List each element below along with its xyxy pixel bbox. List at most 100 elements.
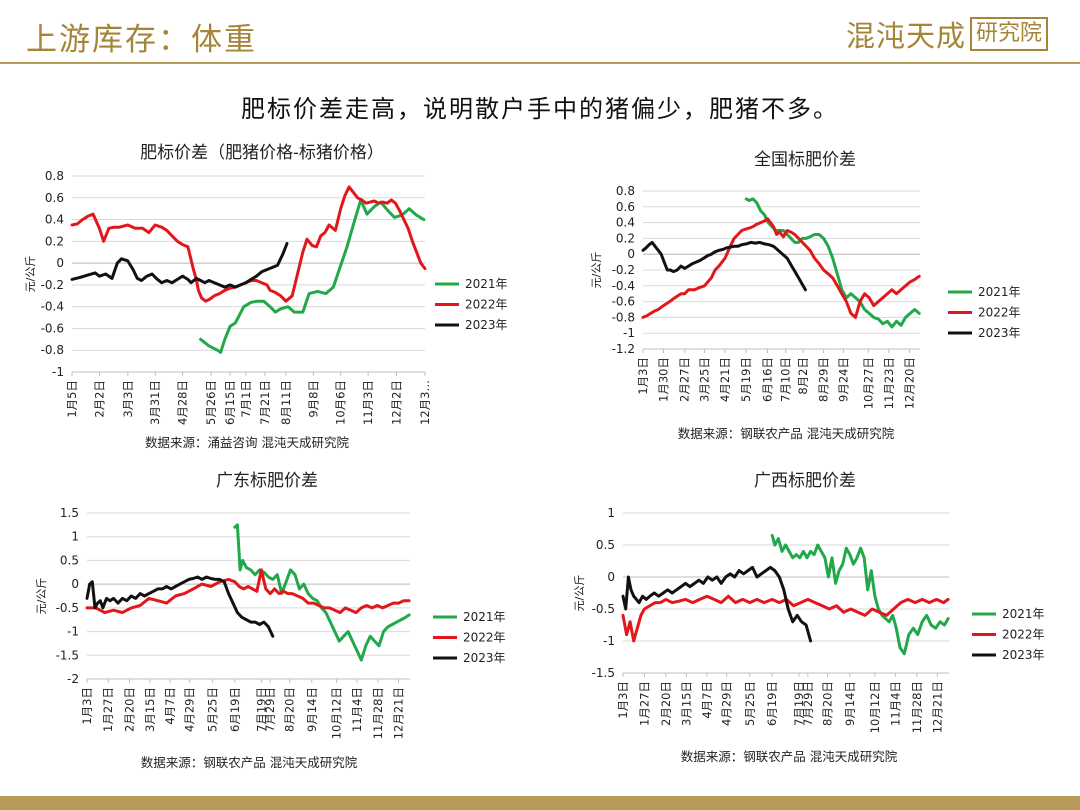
x-tick-label: 1月3日: [616, 681, 630, 719]
y-tick-label: -0.8: [41, 343, 64, 357]
legend-label: 2021年: [465, 277, 508, 291]
series-line-2023: [641, 240, 807, 292]
x-tick-label: 4月7日: [163, 687, 177, 725]
x-tick-label: 1月3日: [636, 357, 650, 395]
legend-label: 2023年: [978, 326, 1021, 340]
x-tick-label: 8月20日: [283, 687, 297, 732]
x-tick-label: 7月1日: [239, 380, 253, 418]
y-tick-label: 1: [607, 506, 615, 520]
y-tick-label: -1: [52, 365, 64, 379]
series-line-2023: [85, 575, 275, 638]
x-tick-label: 10月6日: [334, 380, 348, 425]
x-tick-label: 4月21日: [718, 357, 732, 402]
x-tick-label: 7月29日: [263, 687, 277, 732]
x-tick-label: 4月28日: [176, 380, 190, 425]
x-tick-label: 10月12日: [330, 687, 344, 739]
x-tick-label: 11月28日: [371, 687, 385, 739]
x-tick-label: 11月28日: [910, 681, 924, 733]
y-tick-label: 0.4: [45, 213, 64, 227]
y-tick-label: -1.5: [56, 648, 79, 662]
x-tick-label: 1月27日: [637, 681, 651, 726]
page-title: 上游库存：体重: [26, 22, 257, 58]
series-line-2021: [770, 533, 950, 656]
chart-title: 广西标肥价差: [754, 471, 856, 491]
x-tick-label: 3月3日: [121, 380, 135, 418]
x-tick-label: 6月19日: [228, 687, 242, 732]
series-line-2021: [233, 523, 411, 662]
x-tick-label: 9月14日: [305, 687, 319, 732]
x-tick-label: 1月3日: [80, 687, 94, 725]
x-tick-label: 11月3日: [361, 380, 375, 425]
x-tick-label: 3月15日: [679, 681, 693, 726]
y-tick-label: -1.2: [612, 342, 635, 356]
series-line-2022: [621, 594, 950, 643]
y-tick-label: 0.2: [45, 234, 64, 248]
x-tick-label: 11月4日: [350, 687, 364, 732]
x-tick-label: 4月7日: [700, 681, 714, 719]
x-tick-label: 11月23日: [882, 357, 896, 409]
x-tick-label: 2月2日: [92, 380, 106, 418]
x-tick-label: 2月20日: [659, 681, 673, 726]
source-note: 数据来源：钢联农产品 混沌天成研究院: [141, 755, 358, 770]
y-tick-label: -1.5: [592, 666, 615, 680]
x-tick-label: 2月27日: [678, 357, 692, 402]
y-tick-label: -0.5: [592, 602, 615, 616]
series-line-2022: [641, 217, 921, 319]
y-tick-label: 0.4: [616, 216, 635, 230]
x-tick-label: 7月29日: [801, 681, 815, 726]
chart-title: 广东标肥价差: [216, 471, 318, 491]
chart-national-spread: 全国标肥价差 0.8 0.6 0.40.2 0 -0.2 -0.4 -0.6-0.8 -1 -1.…: [590, 150, 1021, 441]
x-tick-label: 12月2日: [390, 380, 404, 425]
x-tick-label: 5月19日: [739, 357, 753, 402]
y-tick-label: -1: [67, 625, 79, 639]
y-axis-label: 元/公斤: [573, 575, 586, 612]
y-axis-label: 元/公斤: [590, 252, 603, 289]
x-tick-label: 4月29日: [720, 681, 734, 726]
y-tick-label: -2: [67, 672, 79, 686]
x-tick-label: 1月30日: [656, 357, 670, 402]
brand-logo: 混沌天成 研究院: [846, 16, 1049, 53]
y-tick-label: -0.8: [612, 310, 635, 324]
series-line-2021: [744, 197, 921, 329]
x-tick-label: 11月4日: [888, 681, 902, 726]
x-tick-label: 5月25日: [743, 681, 757, 726]
series-line-2023: [70, 242, 289, 289]
legend-label: 2023年: [465, 318, 508, 332]
x-tick-label: 4月29日: [183, 687, 197, 732]
legend-label: 2021年: [978, 285, 1021, 299]
y-tick-label: -0.6: [612, 295, 635, 309]
x-tick-label: 8月20日: [821, 681, 835, 726]
x-tick-label: 7月21日: [258, 380, 272, 425]
x-tick-label: 2月20日: [122, 687, 136, 732]
legend-label: 2022年: [1002, 628, 1045, 642]
x-tick-label: 6月15日: [223, 380, 237, 425]
x-tick-label: 7月19日: [792, 681, 806, 726]
y-tick-label: -1: [603, 634, 615, 648]
x-tick-label: 3月15日: [143, 687, 157, 732]
y-tick-label: 0.5: [596, 538, 615, 552]
x-tick-label: 12月3…: [418, 380, 432, 425]
x-tick-label: 1月27日: [101, 687, 115, 732]
y-tick-label: -0.2: [612, 263, 635, 277]
chart-guangdong-spread: 广东标肥价差 1.5 1 0.5 0 -0.5 -1 -1.5 -2 元/公斤 1月3日 1月27日 2…: [35, 471, 506, 770]
legend-label: 2022年: [978, 306, 1021, 320]
x-tick-label: 6月19日: [765, 681, 779, 726]
y-axis-label: 元/公斤: [35, 578, 48, 615]
y-tick-label: 0: [627, 247, 635, 261]
y-tick-label: 1: [71, 530, 79, 544]
x-tick-label: 9月24日: [836, 357, 850, 402]
source-note: 数据来源：涌益咨询 混沌天成研究院: [145, 435, 349, 450]
x-tick-label: 5月26日: [204, 380, 218, 425]
chart-title: 全国标肥价差: [754, 150, 856, 170]
y-tick-label: -0.6: [41, 321, 64, 335]
logo-brand-text: 混沌天成: [846, 19, 967, 53]
chart-title: 肥标价差（肥猪价格-标猪价格）: [140, 143, 384, 163]
y-tick-label: 0.6: [45, 191, 64, 205]
y-tick-label: 0.5: [60, 553, 79, 567]
y-tick-label: 0: [607, 570, 615, 584]
footer-bar: [0, 796, 1080, 810]
y-tick-label: -0.4: [41, 300, 64, 314]
y-tick-label: 0.6: [616, 200, 635, 214]
legend-label: 2023年: [463, 651, 506, 665]
x-tick-label: 12月21日: [391, 687, 405, 739]
